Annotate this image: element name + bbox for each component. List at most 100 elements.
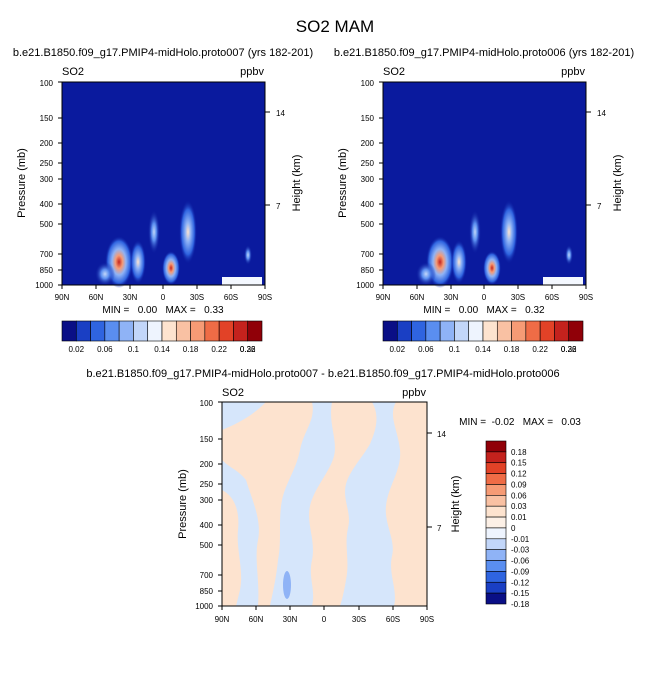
y-tick-label: 850	[200, 587, 214, 596]
plot-area	[382, 81, 587, 288]
colorbar-swatch	[485, 527, 507, 540]
y-right-tick-label: 7	[597, 202, 602, 211]
plume-sh-upper	[179, 200, 197, 264]
colorbar-swatch	[485, 462, 507, 474]
panel-proto006: b.e21.B1850.f09_g17.PMIP4-midHolo.proto0…	[334, 47, 634, 354]
y-right-ticks	[265, 111, 270, 206]
x-ticks	[382, 285, 587, 289]
colorbar-swatch	[485, 560, 507, 572]
colorbar-swatch	[496, 320, 512, 342]
y-axis-left: 100 150 200 250 300 400 500 700 850 1000…	[16, 79, 62, 290]
colorbar-swatch	[118, 320, 134, 342]
x-axis: 90N 60N 30N 0 30S 60S 90S	[55, 285, 272, 302]
x-tick-label: 90N	[376, 293, 391, 302]
colorbar-label: 0.14	[475, 345, 491, 354]
colorbar-label: 0.22	[532, 345, 548, 354]
plot-area	[221, 401, 428, 607]
sh-surface-band	[222, 277, 262, 285]
y-tick-label: 500	[200, 541, 214, 550]
colorbar-swatch	[75, 320, 91, 342]
min-max-stats: MIN = -0.02 MAX = 0.03	[459, 417, 581, 428]
y-tick-label: 300	[40, 175, 54, 184]
x-tick-label: 30N	[123, 293, 138, 302]
colorbar-swatch	[454, 320, 470, 342]
colorbar-label: 0.18	[183, 345, 199, 354]
y-axis-title: Pressure (mb)	[177, 469, 189, 539]
colorbar-label: -0.01	[511, 535, 530, 544]
panel-proto007: b.e21.B1850.f09_g17.PMIP4-midHolo.proto0…	[13, 47, 313, 354]
x-tick-label: 30S	[190, 293, 204, 302]
y-tick-label: 700	[40, 250, 54, 259]
colorbar-label: 0.1	[128, 345, 140, 354]
min-max-stats: MIN = 0.00 MAX = 0.32	[423, 305, 545, 316]
sh-surface-band	[543, 277, 583, 285]
x-tick-label: 0	[482, 293, 487, 302]
colorbar-swatch	[233, 320, 249, 342]
x-tick-label: 60N	[89, 293, 104, 302]
colorbar-label: 0.15	[511, 459, 527, 468]
colorbar-label: 0.26	[561, 345, 577, 354]
positive-region	[222, 402, 313, 606]
colorbar: 0.02 0.06 0.1 0.14 0.18 0.22 0.260.32	[382, 320, 584, 354]
y-right-tick-label: 14	[437, 430, 446, 439]
y-tick-label: 850	[361, 266, 375, 275]
colorbar-label: 0.26	[240, 345, 256, 354]
colorbar-label: 0.02	[68, 345, 84, 354]
plume-sh-faint	[565, 245, 573, 265]
y-tick-label: 400	[361, 200, 375, 209]
y-axis-right: 14 7 Height (km)	[586, 109, 624, 211]
units-label: ppbv	[240, 66, 264, 78]
y-right-axis-title: Height (km)	[450, 476, 462, 533]
colorbar-swatch	[485, 581, 507, 594]
colorbar-swatch	[190, 320, 206, 342]
colorbar-label: -0.15	[511, 589, 530, 598]
y-axis-left: 100 150 200 250 300 400 500 700 850 1000…	[337, 79, 383, 290]
y-tick-label: 100	[361, 79, 375, 88]
y-axis-title: Pressure (mb)	[337, 148, 349, 218]
colorbar-label: 0.03	[511, 502, 527, 511]
x-axis: 90N 60N 30N 0 30S 60S 90S	[376, 285, 593, 302]
colorbar-label: 0.14	[154, 345, 170, 354]
x-tick-label: 30S	[352, 615, 366, 624]
plume-nh-low	[95, 262, 115, 286]
y-ticks	[218, 401, 222, 607]
y-right-tick-label: 7	[276, 202, 281, 211]
colorbar-label: 0.32	[240, 345, 256, 354]
colorbar-swatch	[133, 320, 149, 342]
colorbar-swatch	[468, 320, 484, 342]
y-tick-label: 850	[40, 266, 54, 275]
colorbar-label: 0.12	[511, 470, 527, 479]
colorbar-swatch	[485, 538, 507, 550]
colorbar-swatch	[511, 320, 527, 342]
y-tick-label: 1000	[35, 281, 53, 290]
colorbar-swatch	[485, 495, 507, 507]
plume-eq-up	[148, 210, 160, 254]
colorbar-swatch	[485, 451, 507, 464]
y-tick-label: 150	[361, 114, 375, 123]
colorbar-swatch	[382, 320, 398, 342]
positive-region	[222, 490, 242, 606]
colorbar-swatch	[485, 473, 507, 485]
x-axis: 90N 60N 30N 0 30S 60S 90S	[215, 606, 434, 624]
plume-eq	[162, 251, 180, 285]
y-right-tick-label: 7	[437, 524, 442, 533]
figure-title: SO2 MAM	[296, 17, 374, 36]
y-tick-label: 150	[200, 435, 214, 444]
plume-sh-faint	[244, 245, 252, 265]
colorbar-swatch	[568, 320, 584, 342]
plume-eq-up	[469, 210, 481, 254]
y-right-tick-label: 14	[276, 109, 285, 118]
y-tick-label: 250	[40, 159, 54, 168]
x-tick-label: 60S	[224, 293, 238, 302]
y-tick-label: 500	[361, 220, 375, 229]
plume-nh-sub	[451, 240, 467, 284]
field-background	[62, 82, 265, 285]
y-axis-right: 14 7 Height (km)	[427, 430, 462, 533]
colorbar-label: 0.09	[511, 480, 527, 489]
panel-subtitle: b.e21.B1850.f09_g17.PMIP4-midHolo.proto0…	[86, 368, 559, 380]
colorbar-label: -0.09	[511, 567, 530, 576]
x-tick-label: 90S	[420, 615, 434, 624]
var-label: SO2	[383, 66, 405, 78]
x-tick-label: 90N	[215, 615, 230, 624]
colorbar-swatch	[485, 516, 507, 529]
